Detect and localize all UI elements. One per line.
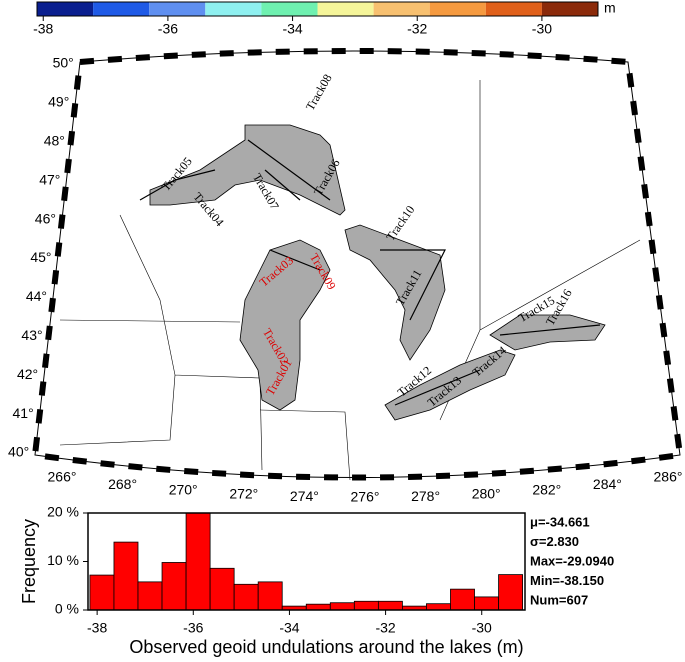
lat-tick-label: 48°	[44, 133, 65, 149]
bar	[498, 574, 523, 611]
lon-tick-label: 266°	[48, 469, 77, 485]
tick-label: -32	[407, 21, 427, 37]
lat-tick-label: 42°	[17, 366, 38, 382]
lon-tick-label: 278°	[411, 488, 440, 504]
bar	[305, 603, 331, 611]
x-tick-label: -36	[183, 620, 203, 636]
x-tick-label: -30	[472, 620, 492, 636]
y-tick-label: 10 %	[47, 552, 79, 568]
y-tick-label: 0 %	[55, 601, 79, 617]
x-tick-label: -34	[279, 620, 299, 636]
lat-tick-label: 50°	[53, 55, 74, 71]
lat-tick-label: 45°	[30, 249, 51, 265]
x-tick-label: -38	[87, 620, 107, 636]
track-label: Track10	[383, 203, 417, 243]
bar	[377, 600, 403, 611]
bar	[233, 583, 259, 611]
lat-tick-label: 43°	[21, 327, 42, 343]
lon-tick-label: 272°	[229, 486, 258, 502]
bar	[161, 562, 187, 611]
stat-text: Max=-29.0940	[530, 553, 614, 568]
unit-label: m	[604, 0, 616, 16]
lat-tick-label: 46°	[35, 210, 56, 226]
x-tick-label: -32	[375, 620, 395, 636]
stat-text: Min=-38.150	[530, 573, 604, 588]
bar	[113, 541, 139, 611]
lon-tick-label: 284°	[593, 476, 622, 492]
bar	[137, 581, 163, 611]
lon-tick-label: 282°	[532, 482, 561, 498]
bar	[185, 512, 211, 611]
y-axis-title: Frequency	[19, 519, 39, 604]
tick-label: -30	[532, 21, 552, 37]
lat-tick-label: 44°	[26, 288, 47, 304]
color-segment	[317, 2, 374, 16]
bar	[353, 600, 379, 611]
lat-tick-label: 49°	[48, 94, 69, 110]
color-segment	[485, 2, 542, 16]
histogram: 0 % 10 % 20 % -38 -36 -34 -32 -30 Frequency Obser…	[19, 504, 614, 657]
map-frame-line	[34, 50, 681, 478]
lon-tick-label: 268°	[108, 476, 137, 492]
lake-huron	[344, 224, 446, 361]
colorbar-frame	[36, 1, 599, 17]
lake-erie	[384, 349, 516, 421]
color-segment	[149, 2, 206, 16]
lat-tick-label: 40°	[8, 444, 29, 460]
stat-text: σ=2.830	[530, 534, 579, 549]
colorbar: -38 -36 -34 -32 -30 m	[33, 0, 616, 37]
track-lines	[139, 139, 601, 406]
map: 40° 41° 42° 43° 44° 45° 46° 47° 48° 49° 50° 266° 268…	[8, 48, 684, 505]
color-segment	[93, 2, 150, 16]
bar	[209, 567, 235, 611]
color-segment	[205, 2, 262, 16]
color-segment	[261, 2, 318, 16]
bar	[329, 602, 355, 611]
lake-ontario	[489, 314, 606, 351]
stat-text: Num=607	[530, 592, 588, 607]
y-tick-label: 20 %	[47, 504, 79, 520]
map-frame	[31, 48, 684, 481]
lake-michigan	[239, 239, 331, 411]
lake-superior	[149, 124, 346, 216]
lon-tick-label: 280°	[472, 486, 501, 502]
color-segment	[373, 2, 430, 16]
bar	[257, 581, 283, 611]
bar	[89, 574, 115, 611]
bar	[426, 603, 451, 611]
x-axis-title: Observed geoid undulations around the la…	[129, 637, 523, 657]
bar	[474, 596, 499, 611]
state-borders	[59, 80, 641, 481]
tick-label: -38	[33, 21, 53, 37]
lon-tick-label: 276°	[351, 489, 380, 505]
color-segment	[37, 2, 94, 16]
tick-label: -36	[158, 21, 178, 37]
stat-text: μ=-34.661	[530, 514, 590, 529]
track-label: Track08	[303, 72, 335, 113]
bar	[450, 588, 475, 611]
tick-label: -34	[282, 21, 302, 37]
lat-tick-label: 41°	[13, 405, 34, 421]
lat-tick-label: 47°	[39, 171, 60, 187]
lon-tick-label: 270°	[169, 482, 198, 498]
color-segment	[429, 2, 486, 16]
lon-tick-label: 274°	[290, 488, 319, 504]
color-segment	[541, 2, 598, 16]
lon-tick-label: 286°	[654, 469, 683, 485]
